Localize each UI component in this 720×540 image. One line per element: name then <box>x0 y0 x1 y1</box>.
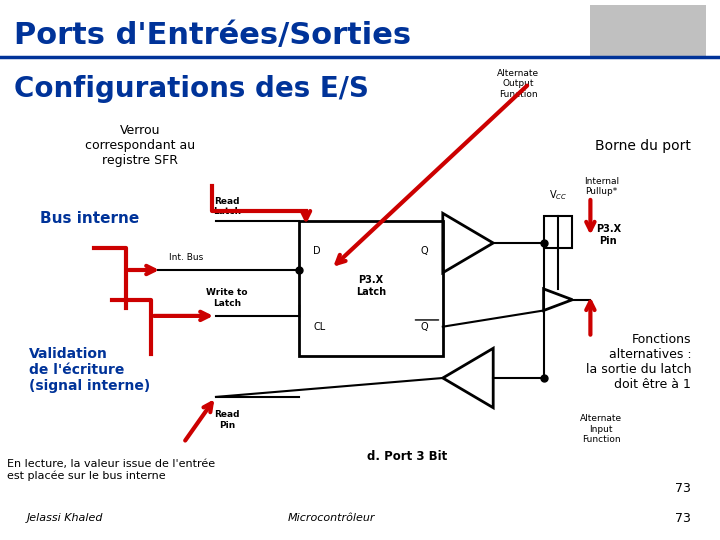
Text: Verrou
correspondant au
registre SFR: Verrou correspondant au registre SFR <box>86 124 195 167</box>
Bar <box>544 216 572 248</box>
Text: Configurations des E/S: Configurations des E/S <box>14 75 369 103</box>
Text: Borne du port: Borne du port <box>595 139 691 153</box>
Text: Int. Bus: Int. Bus <box>169 253 204 262</box>
Text: Write to
Latch: Write to Latch <box>206 288 248 308</box>
Text: Read
Pin: Read Pin <box>214 410 240 430</box>
Text: Jelassi Khaled: Jelassi Khaled <box>27 514 103 523</box>
Text: Microcontrôleur: Microcontrôleur <box>287 514 375 523</box>
Text: Ports d'Entrées/Sorties: Ports d'Entrées/Sorties <box>14 21 412 50</box>
Text: P3.X
Latch: P3.X Latch <box>356 275 386 297</box>
Text: Fonctions
alternatives :
la sortie du latch
doit être à 1: Fonctions alternatives : la sortie du la… <box>585 333 691 391</box>
Text: Q: Q <box>420 322 428 332</box>
Text: P3.X
Pin: P3.X Pin <box>596 224 621 246</box>
Text: Bus interne: Bus interne <box>40 211 139 226</box>
Text: CL: CL <box>313 322 325 332</box>
Bar <box>299 221 443 356</box>
Text: Validation
de l'écriture
(signal interne): Validation de l'écriture (signal interne… <box>29 347 150 393</box>
Text: Alternate
Input
Function: Alternate Input Function <box>580 414 622 444</box>
Bar <box>590 5 706 59</box>
Text: Internal
Pullup*: Internal Pullup* <box>584 177 618 196</box>
Text: 73: 73 <box>675 482 691 495</box>
Text: V$_{CC}$: V$_{CC}$ <box>549 188 567 202</box>
Text: Alternate
Output
Function: Alternate Output Function <box>498 69 539 99</box>
Text: Read
Latch: Read Latch <box>212 197 241 216</box>
Text: d. Port 3 Bit: d. Port 3 Bit <box>366 450 447 463</box>
Text: Q: Q <box>420 246 428 256</box>
Text: D: D <box>313 246 321 256</box>
Text: 73: 73 <box>675 512 691 525</box>
Text: En lecture, la valeur issue de l'entrée
est placée sur le bus interne: En lecture, la valeur issue de l'entrée … <box>7 458 215 481</box>
